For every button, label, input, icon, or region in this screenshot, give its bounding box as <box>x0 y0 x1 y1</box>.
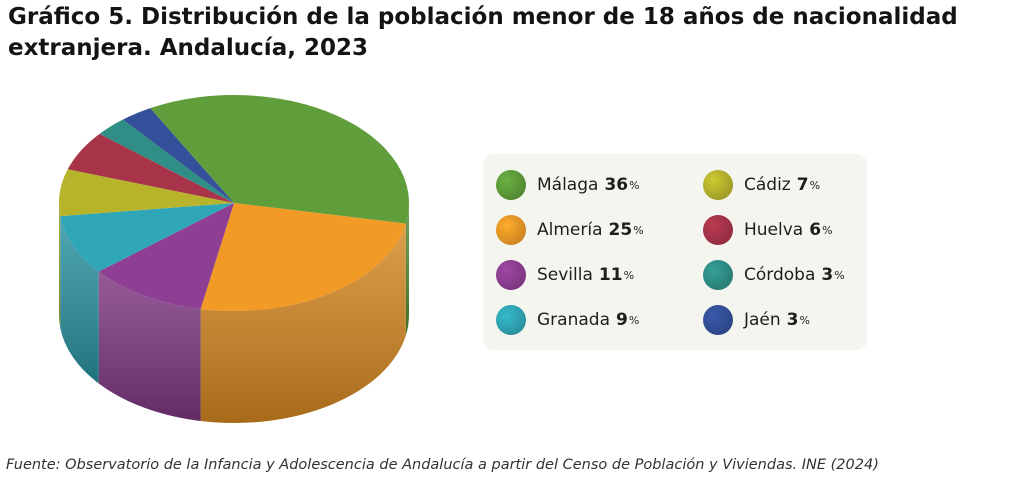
pie-top <box>59 95 410 311</box>
legend-percent-sign: % <box>822 223 833 237</box>
legend-swatch <box>496 170 526 200</box>
legend-value: 3 <box>821 265 834 285</box>
pie-slice-almería <box>200 203 406 311</box>
legend-value: 36 <box>604 175 629 195</box>
legend-label: Cádiz <box>744 175 791 195</box>
chart-title: Gráfico 5. Distribución de la población … <box>8 4 958 61</box>
legend-label: Málaga <box>537 175 599 195</box>
pie-slice-huelva <box>67 133 234 203</box>
legend-label: Huelva <box>744 220 804 240</box>
legend-swatch <box>703 260 733 290</box>
legend-percent-sign: % <box>809 178 821 192</box>
legend-swatch <box>496 215 526 245</box>
legend-item-granada: Granada 9% <box>496 303 639 337</box>
pie-sides <box>59 203 409 423</box>
legend-label: Córdoba <box>744 265 816 285</box>
legend-value: 25 <box>608 220 633 240</box>
legend-value: 9 <box>615 310 628 330</box>
legend-item-almería: Almería 25% <box>496 213 644 247</box>
pie-slice-granada <box>60 203 234 272</box>
legend: Málaga 36% Almería 25% Sevilla 11% Granada 9% Cá… <box>483 154 867 350</box>
legend-value: 3 <box>786 310 799 330</box>
legend-percent-sign: % <box>633 223 644 237</box>
legend-percent-sign: % <box>623 268 635 282</box>
legend-label: Almería <box>537 220 603 240</box>
pie-slice-sevilla <box>98 203 234 310</box>
legend-label: Granada <box>537 310 610 330</box>
pie-side-shade <box>60 216 99 384</box>
legend-label: Jaén <box>744 310 781 330</box>
legend-swatch <box>703 170 733 200</box>
legend-percent-sign: % <box>834 268 845 282</box>
legend-item-sevilla: Sevilla 11% <box>496 258 634 292</box>
pie-side-shade <box>200 223 406 423</box>
legend-item-córdoba: Córdoba 3% <box>703 258 845 292</box>
legend-swatch <box>496 260 526 290</box>
pie-slice-cádiz <box>59 169 235 217</box>
legend-item-málaga: Málaga 36% <box>496 168 640 202</box>
legend-swatch <box>703 305 733 335</box>
legend-value: 6 <box>809 220 822 240</box>
legend-value: 7 <box>796 175 809 195</box>
legend-percent-sign: % <box>628 313 640 327</box>
pie-slice-jaén <box>122 108 234 203</box>
legend-swatch <box>496 305 526 335</box>
pie-side-shade <box>59 203 61 329</box>
legend-item-huelva: Huelva 6% <box>703 213 833 247</box>
pie-slice-córdoba <box>99 119 234 203</box>
legend-percent-sign: % <box>629 178 640 192</box>
pie-side-shade <box>405 203 409 336</box>
pie-slice-málaga <box>150 95 410 224</box>
legend-item-jaén: Jaén 3% <box>703 303 810 337</box>
legend-percent-sign: % <box>799 313 810 327</box>
legend-swatch <box>703 215 733 245</box>
legend-label: Sevilla <box>537 265 593 285</box>
pie-side-shade <box>98 271 201 422</box>
source-note: Fuente: Observatorio de la Infancia y Ad… <box>6 457 879 473</box>
legend-value: 11 <box>598 265 623 285</box>
legend-item-cádiz: Cádiz 7% <box>703 168 820 202</box>
